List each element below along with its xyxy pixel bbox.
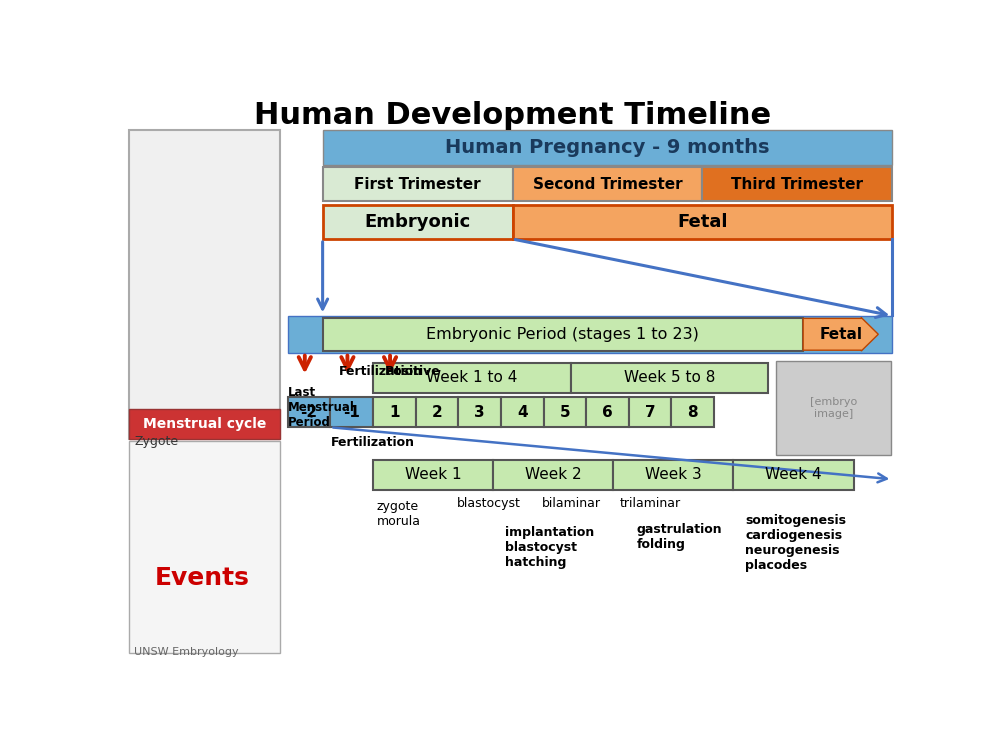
Bar	[493, 460, 613, 490]
Text: Fetal: Fetal	[820, 327, 863, 342]
Text: 2: 2	[432, 405, 442, 420]
Text: zygote
morula: zygote morula	[377, 500, 421, 528]
Text: 4: 4	[517, 405, 528, 420]
Bar	[288, 316, 892, 352]
Text: Fertilization: Fertilization	[339, 364, 423, 377]
Text: Positive: Positive	[385, 364, 440, 377]
Text: Week 5 to 8: Week 5 to 8	[624, 370, 715, 385]
Text: somitogenesis
cardiogenesis
neurogenesis
placodes: somitogenesis cardiogenesis neurogenesis…	[745, 514, 846, 572]
Text: -1: -1	[343, 405, 360, 420]
Text: Human Pregnancy - 9 months: Human Pregnancy - 9 months	[445, 138, 770, 158]
Text: 1: 1	[389, 405, 400, 420]
Bar	[288, 398, 330, 427]
Bar	[613, 460, 733, 490]
Text: Week 4: Week 4	[765, 467, 822, 482]
Text: Week 1 to 4: Week 1 to 4	[426, 370, 518, 385]
Bar	[323, 317, 803, 351]
Bar	[129, 440, 280, 653]
Text: gastrulation
folding: gastrulation folding	[637, 524, 722, 551]
Bar	[571, 362, 768, 392]
Text: implantation
blastocyst
hatching: implantation blastocyst hatching	[505, 526, 594, 569]
Bar	[671, 398, 714, 427]
Text: Week 3: Week 3	[645, 467, 702, 482]
Bar	[776, 362, 891, 455]
Text: 6: 6	[602, 405, 613, 420]
Bar	[323, 206, 512, 239]
Text: Human Development Timeline: Human Development Timeline	[254, 101, 771, 130]
Bar	[512, 206, 892, 239]
Bar	[702, 167, 892, 201]
Text: UNSW Embryology: UNSW Embryology	[134, 647, 239, 657]
Text: 8: 8	[687, 405, 698, 420]
Bar	[512, 167, 702, 201]
Bar	[129, 130, 280, 440]
Bar	[330, 398, 373, 427]
Text: [embryo
image]: [embryo image]	[810, 398, 857, 419]
Text: trilaminar: trilaminar	[619, 496, 681, 509]
Text: -2: -2	[300, 405, 318, 420]
Bar	[323, 130, 892, 165]
Bar	[373, 362, 571, 392]
Bar	[373, 398, 416, 427]
Bar	[586, 398, 629, 427]
Text: Fetal: Fetal	[677, 213, 728, 231]
Text: Menstrual cycle: Menstrual cycle	[143, 417, 266, 431]
Text: 5: 5	[560, 405, 570, 420]
Text: Second Trimester: Second Trimester	[533, 177, 682, 192]
Text: 7: 7	[645, 405, 655, 420]
Bar	[129, 410, 280, 440]
Text: blastocyst: blastocyst	[457, 496, 521, 509]
Bar	[544, 398, 586, 427]
Text: Embryonic: Embryonic	[364, 213, 471, 231]
Bar	[323, 167, 512, 201]
FancyArrow shape	[803, 317, 878, 351]
Bar	[416, 398, 458, 427]
Text: Events: Events	[155, 566, 250, 590]
Bar	[373, 460, 493, 490]
Text: Week 2: Week 2	[525, 467, 582, 482]
Text: 3: 3	[474, 405, 485, 420]
Bar	[458, 398, 501, 427]
Text: Week 1: Week 1	[405, 467, 461, 482]
Text: Fertilization: Fertilization	[330, 436, 414, 449]
Bar	[629, 398, 671, 427]
Text: First Trimester: First Trimester	[354, 177, 481, 192]
Text: Last
Menstrual
Period: Last Menstrual Period	[288, 386, 355, 429]
Text: Third Trimester: Third Trimester	[731, 177, 863, 192]
Bar	[733, 460, 854, 490]
Text: bilaminar: bilaminar	[542, 496, 601, 509]
Bar	[501, 398, 544, 427]
Text: Embryonic Period (stages 1 to 23): Embryonic Period (stages 1 to 23)	[426, 327, 699, 342]
Text: Zygote: Zygote	[134, 435, 178, 448]
